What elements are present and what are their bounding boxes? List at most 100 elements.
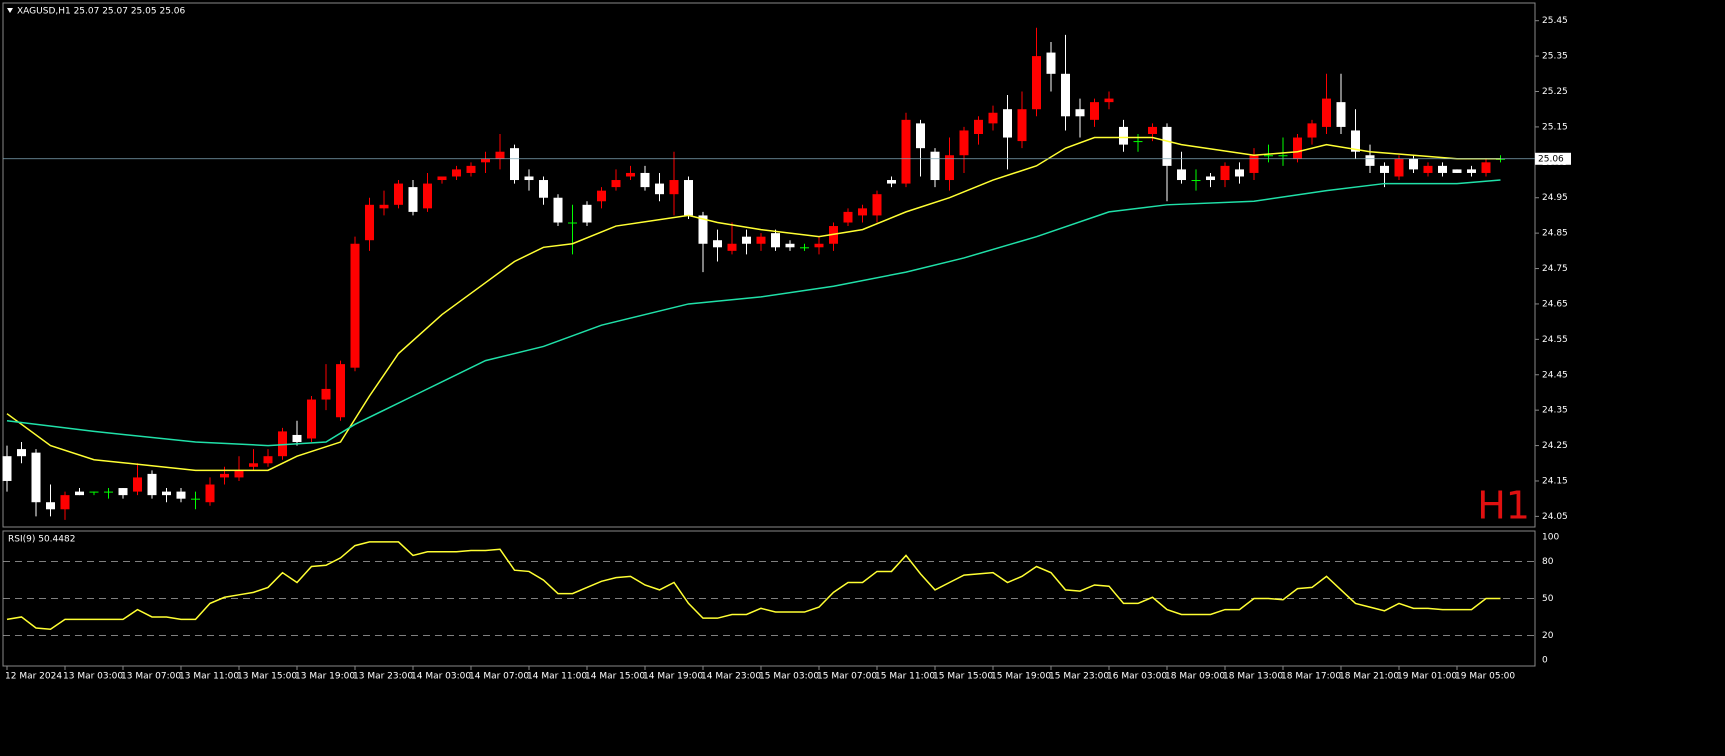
candle-body [742,236,751,244]
candle-body [771,233,780,248]
candle-body [1133,141,1143,143]
x-tick-label: 18 Mar 09:00 [1165,672,1225,682]
candle-body [1206,176,1215,181]
candle-body [1090,102,1099,120]
candle-body [916,123,925,149]
candle-body [234,470,244,478]
x-tick-label: 14 Mar 23:00 [701,672,761,682]
candle-body [669,180,679,195]
price-label-box [1535,152,1571,165]
candle-body [727,243,737,251]
moving-average [6,179,1501,447]
candle-body [350,243,360,368]
y-tick-label: 24.95 [1542,193,1568,203]
candle-body [1452,169,1462,173]
timeframe-label: H1 [1477,484,1530,528]
candle-body [553,197,563,223]
candle-body [437,176,447,181]
y-tick-label: 24.55 [1542,335,1568,345]
x-tick-label: 13 Mar 11:00 [179,672,239,682]
candle-body [89,491,99,493]
candle-body [1481,162,1491,173]
candle-body [394,183,403,205]
candle-body [1235,169,1244,177]
y-tick-label: 24.05 [1542,512,1568,522]
candle-body [263,456,273,464]
candle-body [974,119,983,134]
candle-body [147,473,157,496]
candle-body [887,180,896,184]
chart-title: XAGUSD,H1 25.07 25.07 25.05 25.06 [17,7,186,17]
y-tick-label: 24.85 [1542,229,1568,239]
candle-body [1438,165,1447,173]
candle-body [800,247,809,249]
candle-body [945,155,954,181]
candle-body [1351,130,1360,152]
candle-body [582,204,592,223]
y-tick-label: 24.25 [1542,441,1568,451]
candle-body [611,180,621,188]
candle-body [1017,109,1027,142]
x-tick-label: 14 Mar 03:00 [411,672,471,682]
y-tick-label: 24.75 [1542,264,1568,274]
y-tick-label: 24.45 [1542,370,1568,380]
candle-body [1293,137,1302,159]
x-tick-label: 14 Mar 15:00 [585,672,645,682]
candle-body [988,112,998,124]
x-tick-label: 19 Mar 05:00 [1455,672,1515,682]
candle-body [133,477,142,492]
candle-body [118,488,128,496]
y-tick-label: 25.15 [1542,122,1568,132]
candle-body [1119,126,1128,145]
candle-body [1264,155,1273,157]
candle-body [1191,180,1201,182]
candle-body [930,151,940,181]
menu-icon [7,8,13,13]
candle-body [379,204,389,209]
candle-body [1423,165,1433,173]
candle-body [220,473,229,478]
candle-body [698,215,708,244]
candle-body [785,243,795,248]
candle-body [278,431,287,457]
x-tick-label: 13 Mar 07:00 [121,672,181,682]
candle-body [495,151,505,159]
candle-body [1104,98,1114,103]
candle-body [2,456,12,481]
candle-body [872,194,882,216]
y-tick-label: 25.35 [1542,52,1568,62]
candle-body [408,187,418,212]
x-tick-label: 15 Mar 11:00 [875,672,935,682]
candle-body [292,434,302,443]
y-tick-label: 24.65 [1542,299,1568,309]
x-tick-label: 13 Mar 23:00 [353,672,413,682]
x-tick-label: 15 Mar 19:00 [991,672,1051,682]
candle-body [1322,98,1331,127]
candle-body [568,222,577,224]
x-tick-label: 19 Mar 01:00 [1397,672,1457,682]
price-label: 25.06 [1538,154,1564,164]
candle-body [191,498,200,500]
candle-body [756,236,766,244]
x-tick-label: 15 Mar 07:00 [817,672,877,682]
y-tick-label: 24.15 [1542,476,1568,486]
candle-body [365,204,374,241]
candle-body [843,211,853,223]
candle-body [1075,109,1085,117]
x-tick-label: 13 Mar 15:00 [237,672,297,682]
candle-body [626,172,635,177]
y-tick-label: 25.45 [1542,16,1568,26]
candle-body [452,169,461,177]
candle-body [1046,52,1056,74]
candle-body [655,183,664,195]
candle-body [75,491,84,496]
x-tick-label: 16 Mar 03:00 [1107,672,1167,682]
rsi-tick-label: 0 [1542,656,1548,666]
x-tick-label: 15 Mar 15:00 [933,672,993,682]
candle-body [307,399,316,439]
rsi-tick-label: 20 [1542,631,1554,641]
candle-body [336,364,345,418]
candle-body [249,463,258,467]
x-tick-label: 18 Mar 17:00 [1281,672,1341,682]
